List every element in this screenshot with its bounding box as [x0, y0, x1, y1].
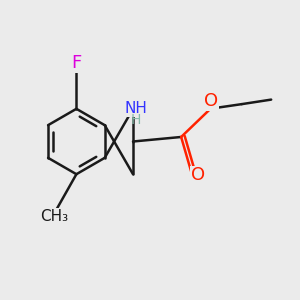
Text: O: O: [203, 92, 218, 110]
Text: H: H: [131, 112, 141, 127]
Text: NH: NH: [124, 101, 147, 116]
Text: O: O: [191, 167, 205, 184]
Text: F: F: [71, 54, 82, 72]
Text: CH₃: CH₃: [40, 208, 68, 224]
